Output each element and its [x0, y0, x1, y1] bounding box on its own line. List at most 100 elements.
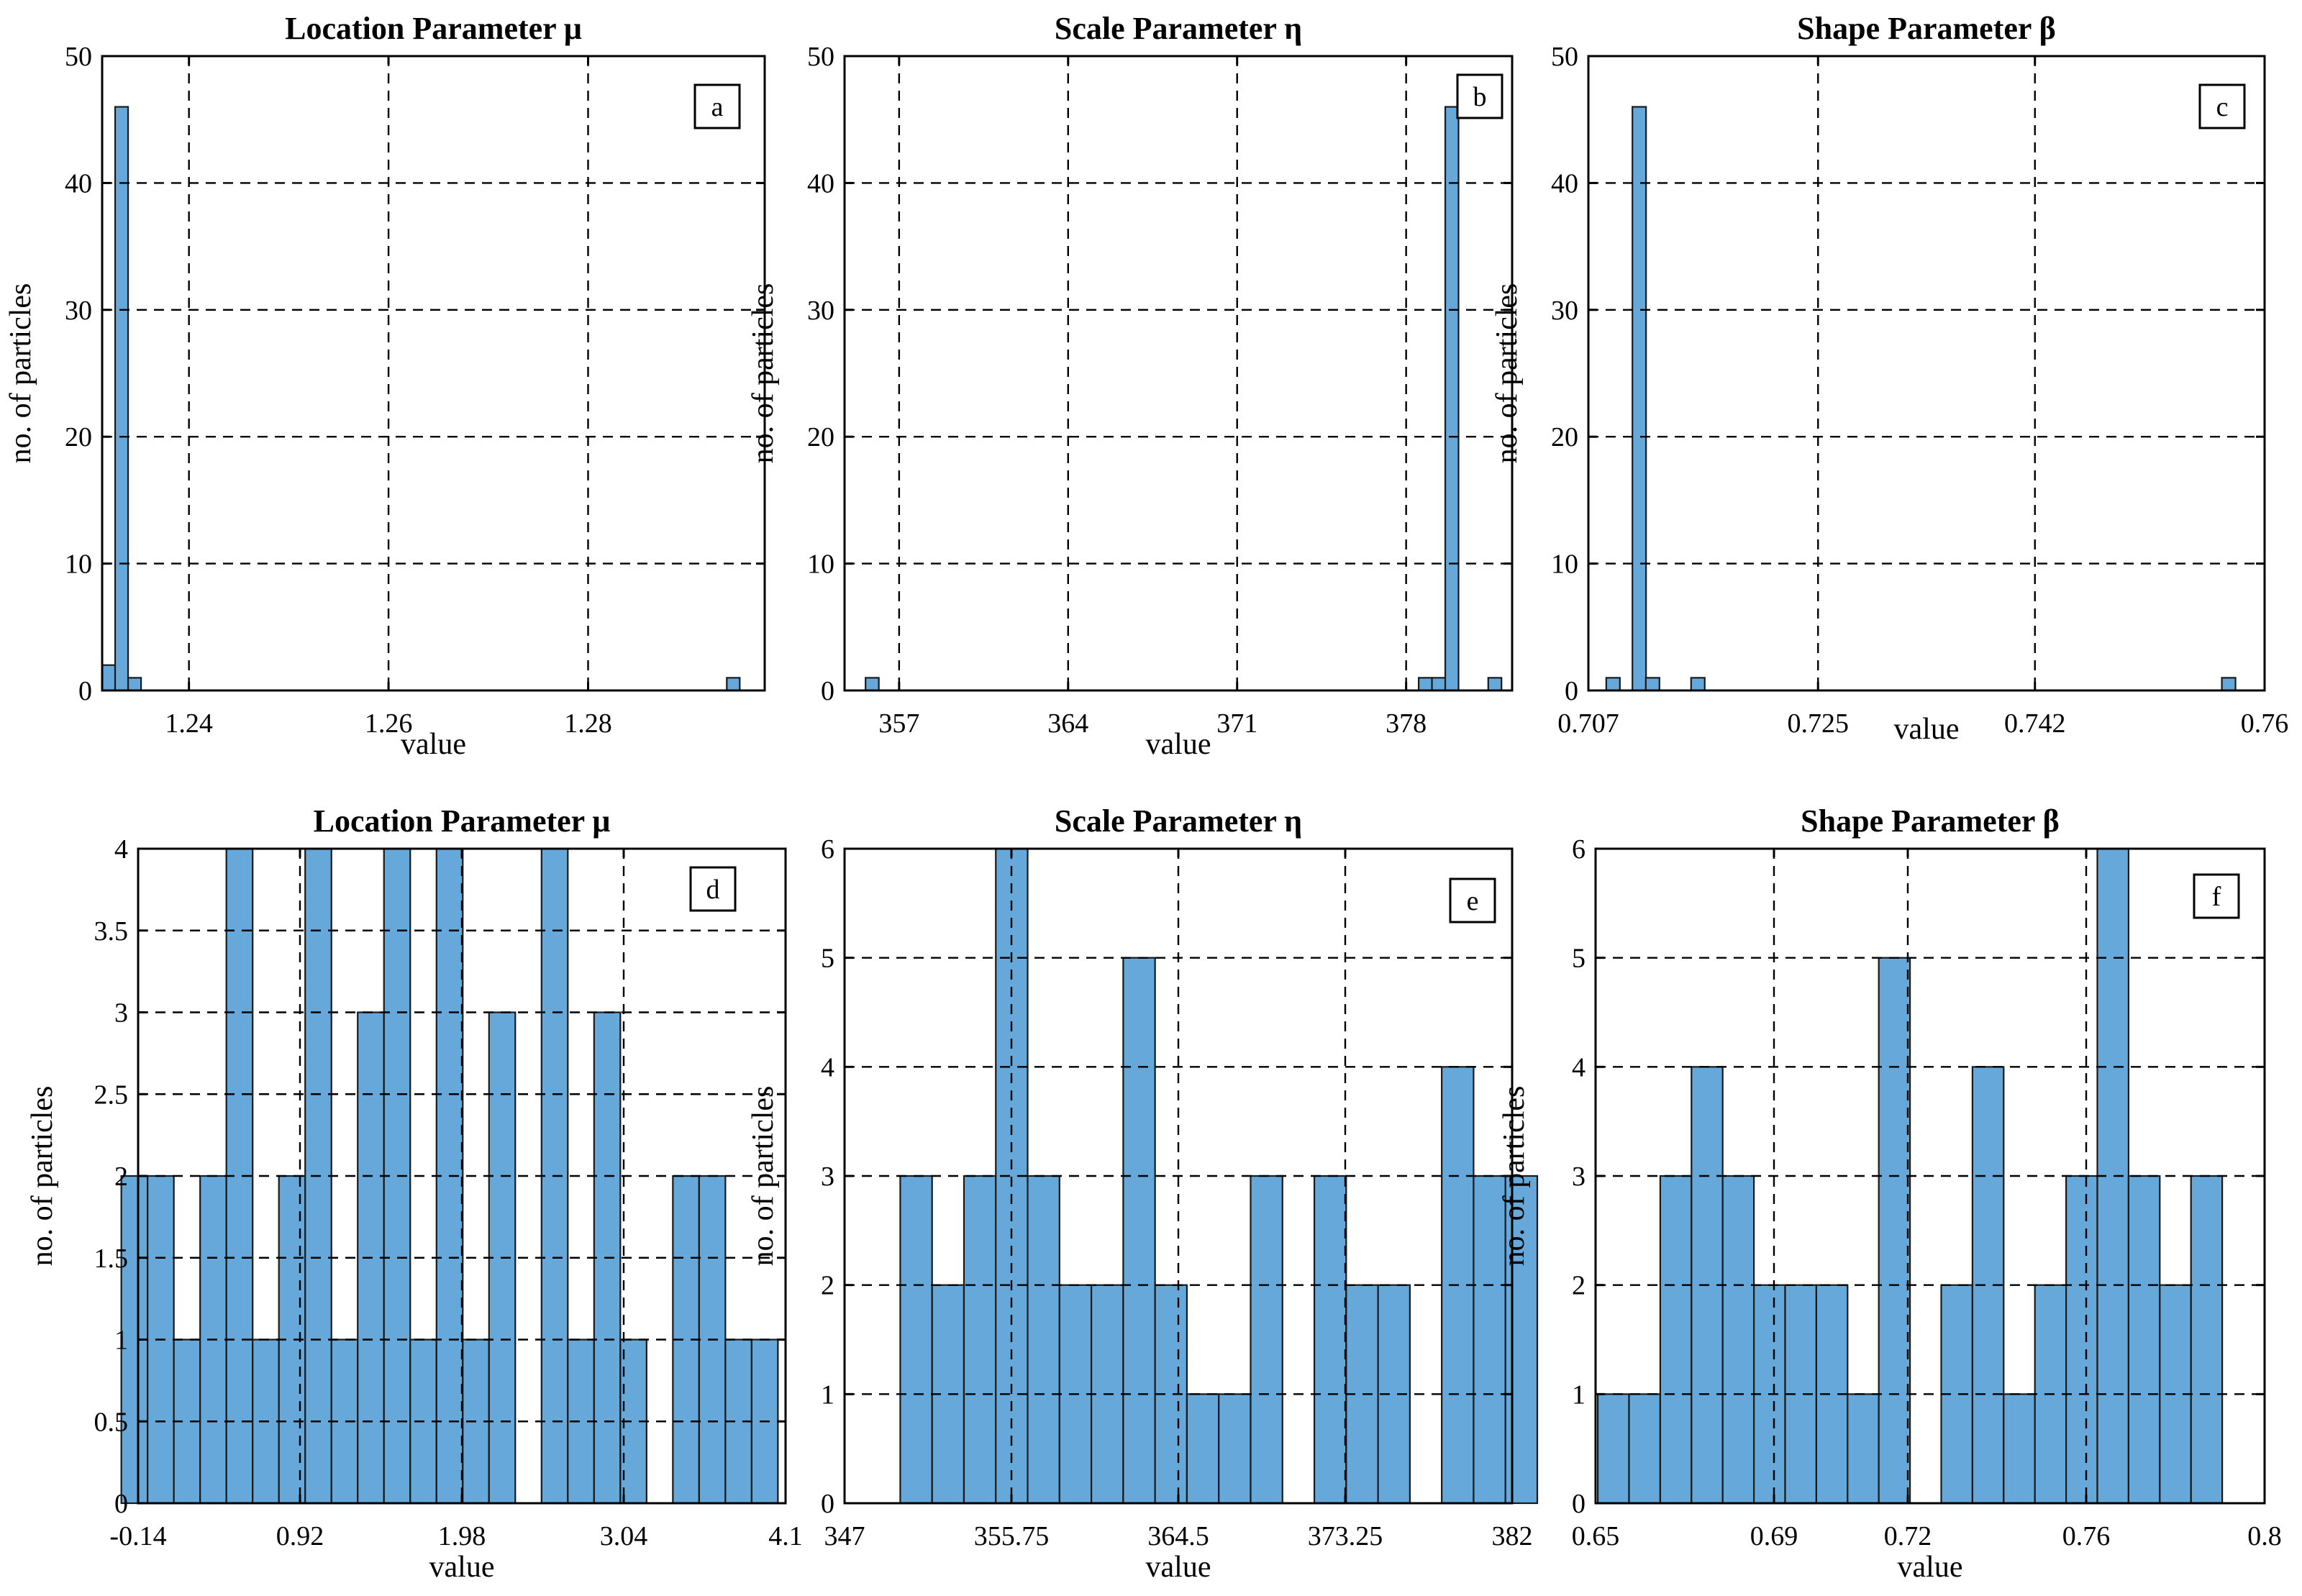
- histogram-bar: [1632, 106, 1647, 692]
- grid: [845, 56, 1512, 690]
- x-tick-label: 4.1: [768, 1521, 803, 1551]
- chart-title: Shape Parameter β: [1801, 803, 2060, 839]
- y-tick-label: 1.5: [94, 1244, 129, 1274]
- histogram-bar: [114, 106, 129, 692]
- y-tick-label: 30: [1551, 296, 1578, 326]
- histogram-bar: [2065, 1175, 2098, 1505]
- x-tick-label: 0.72: [1884, 1521, 1932, 1551]
- histogram-bar: [2127, 1175, 2161, 1505]
- panel-label-box: [693, 83, 741, 129]
- y-tick-label: 50: [65, 42, 92, 72]
- chart-title: Location Parameter μ: [285, 11, 582, 46]
- y-tick-label: 3: [114, 998, 128, 1029]
- y-tick-label: 4: [1572, 1052, 1586, 1082]
- chart-title: Scale Parameter η: [1055, 803, 1302, 839]
- histogram-bar: [127, 677, 142, 692]
- chart-title: Scale Parameter η: [1055, 11, 1302, 46]
- panel-a: 1.24 1.26 1.28 0 10 20 30 40 50 Location Paramete…: [4, 11, 766, 761]
- x-axis-label: value: [1898, 1551, 1963, 1584]
- y-tick-label: 1: [1572, 1380, 1586, 1410]
- chart-title: Shape Parameter β: [1797, 11, 2056, 46]
- histogram-bar: [1186, 1393, 1220, 1505]
- plot-area: [102, 56, 765, 690]
- y-tick-label: 1: [821, 1380, 834, 1410]
- chart-title: Location Parameter μ: [314, 803, 611, 839]
- histogram-bar: [1605, 677, 1621, 692]
- y-tick-label: 0: [821, 676, 834, 706]
- y-axis-label: no. of particles: [747, 283, 780, 464]
- histogram-bar: [899, 1175, 933, 1505]
- x-axis-label: value: [429, 1551, 495, 1584]
- y-tick-label: 10: [65, 550, 92, 580]
- panel-d: -0.14 0.92 1.98 3.04 4.1 0 0.5 1 1.5 2 2.5 3 3.5 4 Loc…: [26, 803, 803, 1584]
- y-tick-label: 0: [1565, 676, 1578, 706]
- plot-area: [1588, 56, 2265, 690]
- y-axis-label: no. of particles: [747, 1086, 780, 1267]
- y-tick-label: 1: [114, 1326, 128, 1356]
- x-tick-label: 364: [1047, 708, 1088, 739]
- x-tick-label: 0.76: [2062, 1521, 2111, 1551]
- y-tick-label: 20: [65, 422, 92, 452]
- panel-b: 357 364 371 378 0 10 20 30 40 50 Scale Parameter η…: [747, 11, 1514, 761]
- y-tick-label: 0.5: [94, 1407, 129, 1437]
- x-axis-label: value: [1146, 1551, 1211, 1584]
- x-tick-label: 382: [1492, 1521, 1533, 1551]
- panel-label-box: [1449, 877, 1496, 924]
- histogram-bar: [726, 677, 741, 692]
- x-tick-label: 355.75: [974, 1521, 1050, 1551]
- panel-label-box: [2198, 83, 2246, 129]
- x-tick-label: 371: [1216, 708, 1257, 739]
- bars: [101, 106, 741, 692]
- histogram-bar: [1418, 677, 1433, 692]
- x-tick-label: 364.5: [1147, 1521, 1209, 1551]
- histogram-bar: [1878, 957, 1911, 1505]
- y-tick-label: 20: [807, 422, 834, 452]
- panel-f: 0.65 0.69 0.72 0.76 0.8 0 1 2 3 4 5 6 Shape Paramete…: [1498, 803, 2282, 1584]
- histogram-bar: [1847, 1393, 1880, 1505]
- y-tick-label: 50: [1551, 42, 1578, 72]
- histogram-bar: [1313, 1175, 1347, 1505]
- axes-frame: [1587, 55, 2266, 692]
- plot-area: [845, 56, 1512, 690]
- histogram-bar: [1444, 106, 1460, 692]
- y-tick-label: 4: [114, 834, 128, 865]
- y-tick-label: 10: [1551, 550, 1578, 580]
- x-tick-label: 0.725: [1787, 708, 1849, 739]
- y-axis-label: no. of particles: [4, 283, 37, 464]
- x-tick-label: 0.69: [1750, 1521, 1798, 1551]
- y-tick-label: 2: [821, 1271, 834, 1301]
- y-tick-label: 30: [807, 296, 834, 326]
- panel-label: b: [1473, 82, 1487, 112]
- x-tick-label: 1.24: [165, 708, 213, 739]
- x-axis-label: value: [1894, 713, 1960, 746]
- y-tick-label: 4: [821, 1052, 834, 1082]
- x-axis-label: value: [1146, 728, 1211, 761]
- histogram-bar: [1504, 1175, 1539, 1505]
- histogram-bar: [2190, 1175, 2224, 1505]
- panel-e: 347 355.75 364.5 373.25 382 0 1 2 3 4 5 6 Scale Para…: [747, 803, 1539, 1584]
- histogram-bar: [963, 1175, 997, 1505]
- x-axis-label: value: [401, 728, 466, 761]
- y-tick-label: 50: [807, 42, 834, 72]
- histogram-bar: [101, 664, 117, 692]
- x-tick-label: 0.742: [2004, 708, 2066, 739]
- bars: [865, 106, 1503, 692]
- panel-label: c: [2216, 92, 2229, 122]
- x-tick-label: -0.14: [109, 1521, 166, 1551]
- histogram-bar: [1027, 1175, 1060, 1505]
- y-tick-label: 40: [807, 168, 834, 199]
- panel-label-box: [689, 866, 737, 912]
- grid: [102, 56, 765, 690]
- y-axis-label: no. of particles: [1491, 283, 1524, 464]
- y-tick-label: 6: [821, 834, 834, 865]
- y-tick-label: 0: [821, 1489, 834, 1519]
- y-tick-label: 2.5: [94, 1080, 129, 1110]
- y-tick-label: 20: [1551, 422, 1578, 452]
- y-tick-label: 30: [65, 296, 92, 326]
- y-tick-label: 5: [821, 944, 834, 974]
- y-axis-label: no. of particles: [1498, 1086, 1531, 1267]
- histogram-bar: [1721, 1175, 1755, 1505]
- x-tick-label: 357: [878, 708, 919, 739]
- histogram-bar: [1597, 1393, 1630, 1505]
